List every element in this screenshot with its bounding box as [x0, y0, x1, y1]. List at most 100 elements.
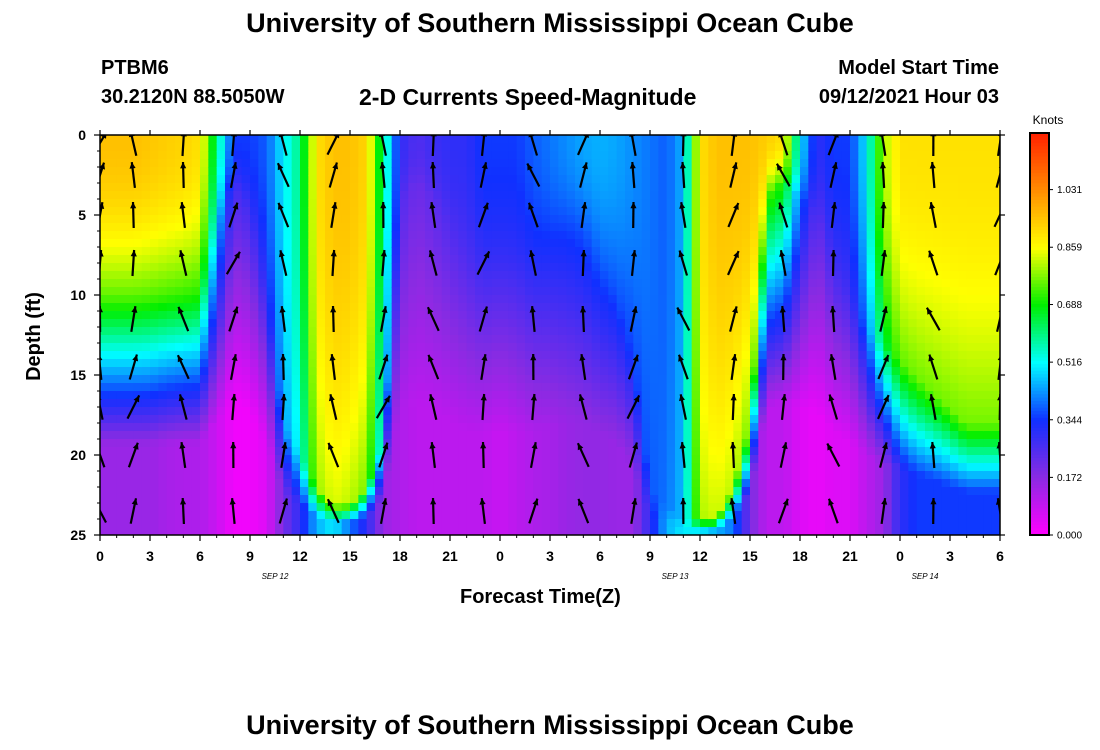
- heatmap-cell: [250, 423, 259, 432]
- heatmap-cell: [391, 199, 401, 208]
- heatmap-cell: [766, 295, 776, 304]
- heatmap-cell: [750, 383, 759, 392]
- heatmap-cell: [658, 335, 668, 344]
- heatmap-cell: [491, 287, 501, 296]
- heatmap-cell: [425, 231, 434, 240]
- heatmap-cell: [191, 215, 201, 224]
- heatmap-cell: [416, 359, 426, 368]
- heatmap-cell: [391, 343, 401, 352]
- heatmap-cell: [166, 279, 176, 288]
- heatmap-cell: [458, 143, 468, 152]
- heatmap-cell: [325, 527, 334, 535]
- model-start-label: Model Start Time: [838, 57, 999, 79]
- heatmap-cell: [808, 303, 818, 312]
- heatmap-cell: [341, 527, 351, 535]
- heatmap-cell: [175, 351, 184, 360]
- heatmap-cell: [116, 279, 126, 288]
- heatmap-cell: [108, 287, 118, 296]
- heatmap-cell: [658, 303, 668, 312]
- heatmap-cell: [408, 439, 418, 448]
- heatmap-cell: [591, 239, 601, 248]
- heatmap-cell: [366, 239, 376, 248]
- heatmap-cell: [325, 367, 334, 376]
- heatmap-cell: [558, 151, 568, 160]
- heatmap-cell: [800, 231, 809, 240]
- heatmap-cell: [466, 343, 476, 352]
- heatmap-cell: [591, 135, 601, 144]
- heatmap-cell: [691, 503, 701, 512]
- heatmap-cell: [908, 167, 918, 176]
- heatmap-cell: [491, 399, 501, 408]
- heatmap-cell: [166, 487, 176, 496]
- heatmap-cell: [741, 511, 751, 520]
- heatmap-cell: [325, 471, 334, 480]
- heatmap-cell: [441, 231, 451, 240]
- heatmap-cell: [216, 183, 226, 192]
- heatmap-cell: [733, 159, 743, 168]
- heatmap-cell: [691, 135, 701, 144]
- heatmap-cell: [533, 175, 543, 184]
- heatmap-cell: [783, 167, 793, 176]
- heatmap-cell: [241, 343, 251, 352]
- heatmap-cell: [433, 207, 443, 216]
- heatmap-cell: [208, 335, 218, 344]
- heatmap-cell: [750, 423, 759, 432]
- heatmap-cell: [275, 135, 284, 144]
- heatmap-cell: [425, 391, 434, 400]
- heatmap-cell: [816, 191, 826, 200]
- heatmap-cell: [616, 319, 626, 328]
- heatmap-cell: [250, 439, 259, 448]
- heatmap-cell: [891, 207, 901, 216]
- heatmap-cell: [733, 279, 743, 288]
- heatmap-cell: [441, 223, 451, 232]
- heatmap-cell: [266, 303, 276, 312]
- heatmap-cell: [866, 183, 876, 192]
- heatmap-cell: [666, 519, 676, 528]
- heatmap-cell: [283, 319, 293, 328]
- heatmap-cell: [258, 223, 268, 232]
- heatmap-cell: [450, 327, 459, 336]
- heatmap-cell: [216, 303, 226, 312]
- heatmap-cell: [866, 479, 876, 488]
- heatmap-cell: [308, 471, 318, 480]
- heatmap-cell: [308, 231, 318, 240]
- heatmap-cell: [291, 463, 301, 472]
- heatmap-cell: [600, 511, 609, 520]
- heatmap-cell: [800, 335, 809, 344]
- heatmap-cell: [891, 479, 901, 488]
- heatmap-cell: [616, 271, 626, 280]
- heatmap-cell: [375, 151, 384, 160]
- heatmap-cell: [250, 215, 259, 224]
- heatmap-cell: [550, 367, 559, 376]
- heatmap-cell: [425, 151, 434, 160]
- heatmap-cell: [158, 311, 168, 320]
- heatmap-cell: [350, 135, 359, 144]
- heatmap-cell: [850, 415, 859, 424]
- heatmap-cell: [408, 479, 418, 488]
- heatmap-cell: [425, 215, 434, 224]
- heatmap-cell: [891, 231, 901, 240]
- heatmap-cell: [125, 495, 134, 504]
- heatmap-cell: [141, 503, 151, 512]
- heatmap-cell: [258, 215, 268, 224]
- heatmap-cell: [333, 343, 343, 352]
- heatmap-cell: [366, 407, 376, 416]
- heatmap-cell: [775, 311, 784, 320]
- heatmap-cell: [625, 495, 634, 504]
- heatmap-cell: [508, 191, 518, 200]
- heatmap-cell: [350, 287, 359, 296]
- heatmap-cell: [525, 223, 534, 232]
- heatmap-cell: [275, 287, 284, 296]
- heatmap-cell: [116, 247, 126, 256]
- heatmap-cell: [725, 287, 734, 296]
- heatmap-cell: [233, 383, 243, 392]
- heatmap-cell: [341, 215, 351, 224]
- heatmap-cell: [708, 319, 718, 328]
- heatmap-cell: [675, 479, 684, 488]
- heatmap-cell: [733, 479, 743, 488]
- heatmap-cell: [258, 255, 268, 264]
- heatmap-cell: [700, 175, 709, 184]
- heatmap-cell: [358, 327, 368, 336]
- heatmap-cell: [300, 191, 309, 200]
- heatmap-cell: [441, 487, 451, 496]
